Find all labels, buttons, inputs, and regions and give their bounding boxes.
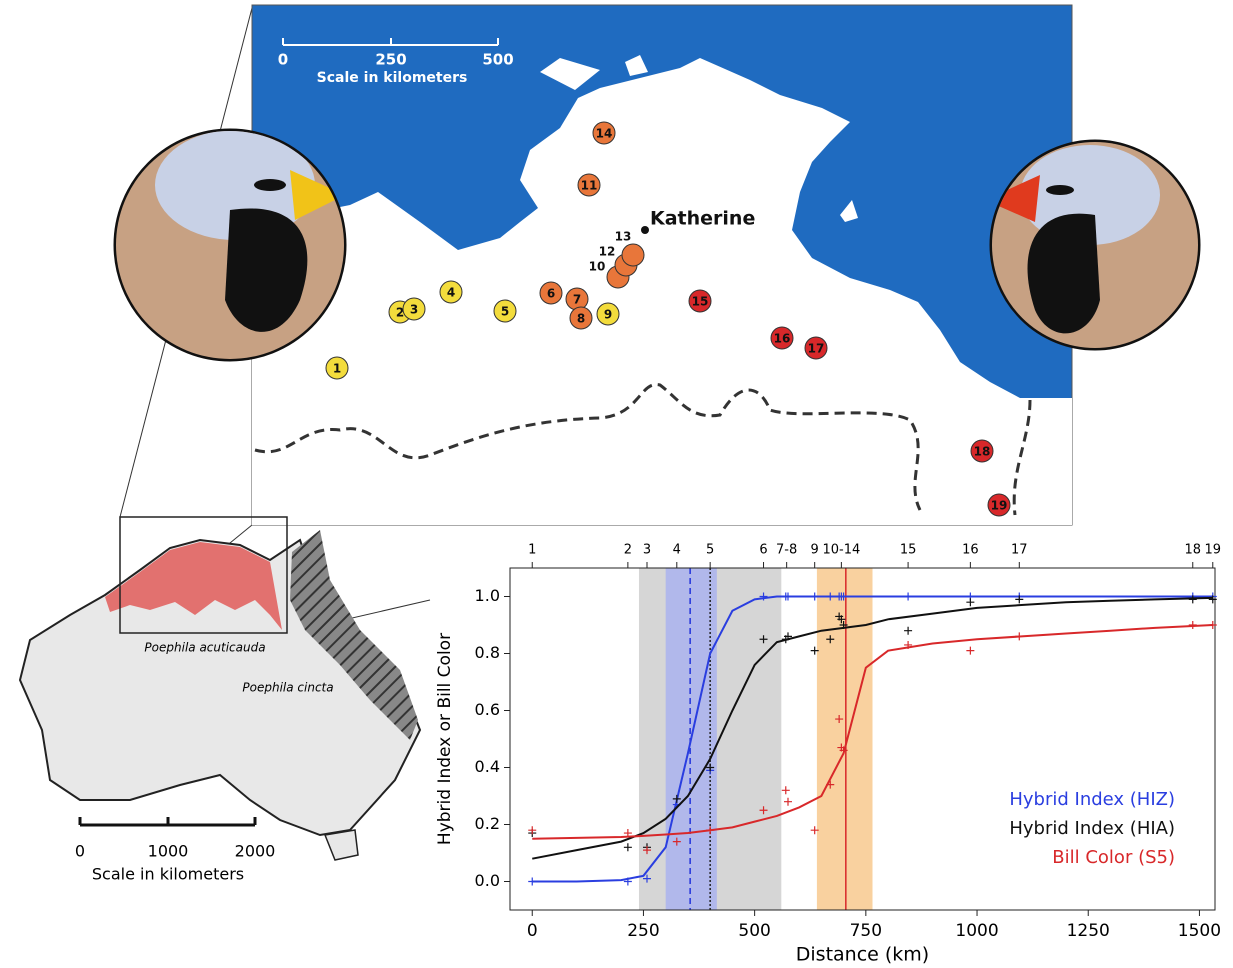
top-tick-label: 10-14 <box>822 543 860 558</box>
cline-chart: 0 250 500 750 1000 1250 1500 0.0 0.2 0.4 0.6 0.8 1.0… <box>435 543 1221 966</box>
top-tick-label: 15 <box>900 543 917 558</box>
y-tick-label: 0.4 <box>475 757 500 776</box>
map: 0 250 500 Scale in kilometers Katherine … <box>252 5 1072 525</box>
top-tick-label: 7-8 <box>776 543 797 558</box>
top-tick-label: 2 <box>624 543 632 558</box>
top-tick-label: 3 <box>643 543 651 558</box>
site-point <box>1015 632 1023 640</box>
scale-label: 0 <box>75 842 85 861</box>
site-point <box>966 647 974 655</box>
site-point <box>528 878 536 886</box>
top-tick-label: 6 <box>759 543 767 558</box>
site-label: 12 <box>599 245 616 259</box>
top-tick-label: 18 <box>1184 543 1201 558</box>
top-tick-label: 19 <box>1205 543 1222 558</box>
x-tick-label: 0 <box>527 921 538 941</box>
scale-label: 1000 <box>148 842 189 861</box>
site-label: 11 <box>581 179 598 193</box>
y-tick-label: 0.6 <box>475 700 500 719</box>
site-label: 9 <box>604 308 612 322</box>
top-tick-label: 4 <box>673 543 681 558</box>
site-point <box>904 627 912 635</box>
x-tick-label: 250 <box>627 921 659 941</box>
site-label: 5 <box>501 305 509 319</box>
city-dot <box>641 226 649 234</box>
scale-label: 500 <box>482 51 513 69</box>
site-label: 4 <box>447 286 455 300</box>
tasmania <box>325 830 358 860</box>
site-marker <box>622 244 644 266</box>
site-point <box>904 593 912 601</box>
site-label: 15 <box>692 295 709 309</box>
site-label: 18 <box>974 445 991 459</box>
x-tick-label: 1250 <box>1067 921 1110 941</box>
scale-label: 250 <box>375 51 406 69</box>
top-tick-label: 16 <box>962 543 979 558</box>
legend-entry: Hybrid Index (HIZ) <box>1009 789 1175 810</box>
site-label: 3 <box>410 303 418 317</box>
bird-throat <box>1028 214 1101 334</box>
scale-label: 0 <box>278 51 288 69</box>
legend-entry: Hybrid Index (HIA) <box>1009 818 1175 839</box>
bird-eye <box>254 179 286 191</box>
y-tick-label: 0.0 <box>475 871 500 890</box>
top-tick-label: 1 <box>528 543 536 558</box>
scale-title: Scale in kilometers <box>317 70 468 86</box>
y-tick-label: 0.8 <box>475 643 500 662</box>
site-point <box>784 798 792 806</box>
y-axis-title: Hybrid Index or Bill Color <box>435 633 455 845</box>
site-point <box>1209 621 1217 629</box>
inset-map: Poephila acuticauda Poephila cincta 0 10… <box>20 517 420 884</box>
top-tick-label: 9 <box>811 543 819 558</box>
x-tick-label: 500 <box>738 921 770 941</box>
site-point <box>966 598 974 606</box>
x-axis-title: Distance (km) <box>796 944 929 966</box>
site-label: 8 <box>577 312 585 326</box>
site-label: 17 <box>808 342 825 356</box>
site-label: 6 <box>547 287 555 301</box>
site-label: 14 <box>596 127 613 141</box>
y-tick-label: 1.0 <box>475 586 500 605</box>
site-label: 10 <box>589 260 606 274</box>
city-label: Katherine <box>650 208 755 230</box>
site-point <box>624 843 632 851</box>
top-tick-label: 5 <box>706 543 714 558</box>
bird-eye <box>1046 185 1074 195</box>
top-tick-label: 17 <box>1011 543 1028 558</box>
y-tick-label: 0.2 <box>475 814 500 833</box>
x-tick-label: 750 <box>850 921 882 941</box>
site-label: 1 <box>333 362 341 376</box>
species-label: Poephila acuticauda <box>144 641 265 655</box>
species-label: Poephila cincta <box>242 681 333 695</box>
site-point <box>782 786 790 794</box>
scale-title: Scale in kilometers <box>92 865 244 884</box>
x-tick-label: 1000 <box>955 921 998 941</box>
site-label: 13 <box>615 230 632 244</box>
site-label: 16 <box>774 332 791 346</box>
scale-label: 2000 <box>235 842 276 861</box>
legend-entry: Bill Color (S5) <box>1052 847 1175 868</box>
site-label: 7 <box>573 293 581 307</box>
site-point <box>1189 621 1197 629</box>
x-tick-label: 1500 <box>1178 921 1221 941</box>
figure: 0 250 500 Scale in kilometers Katherine … <box>0 0 1233 968</box>
site-label: 19 <box>991 499 1008 513</box>
